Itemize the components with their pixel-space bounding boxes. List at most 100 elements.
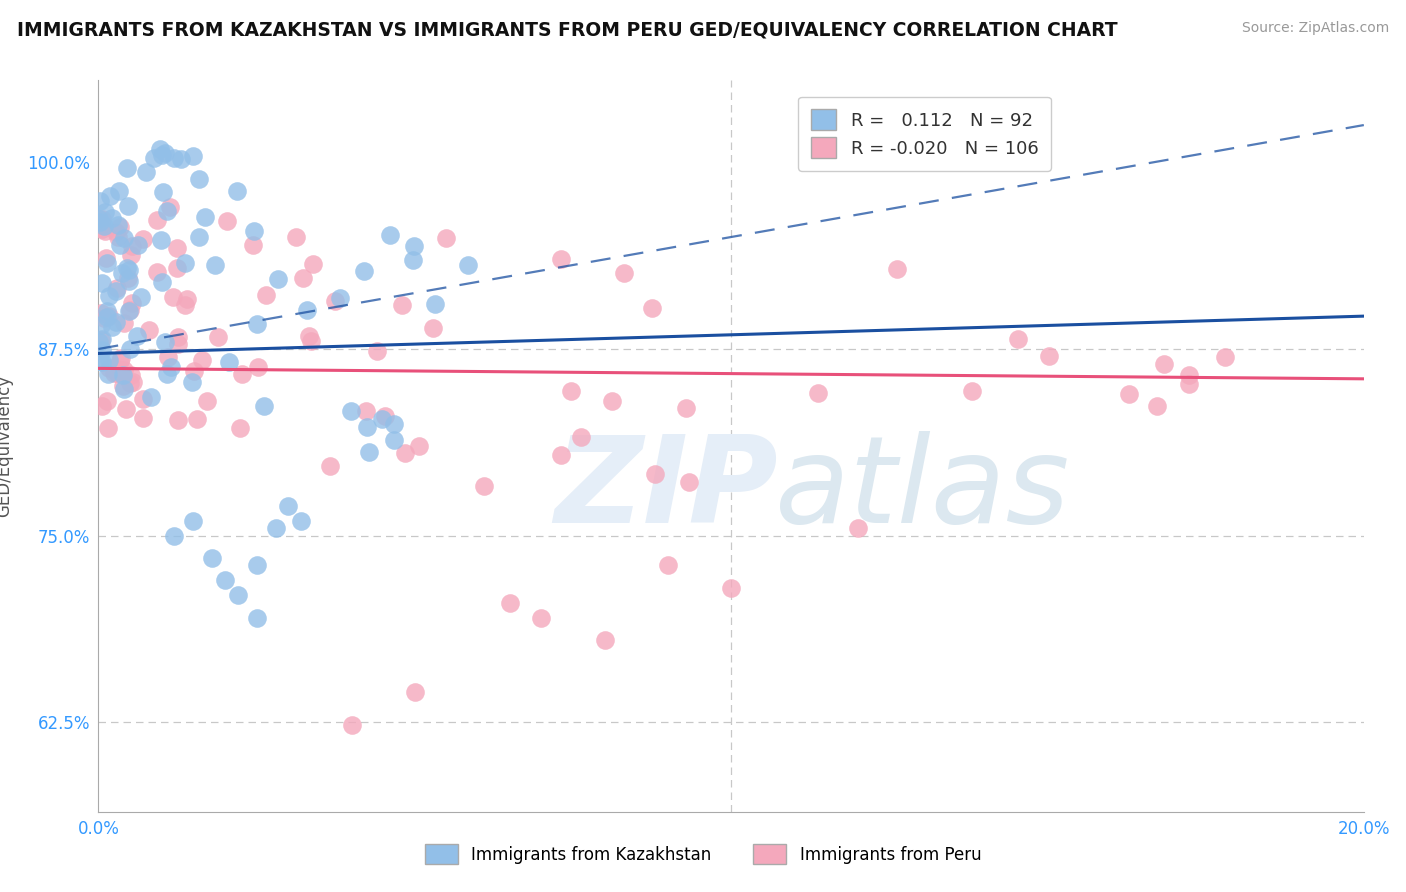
Point	[264, 521, 287, 535]
Point	[100, 211, 122, 226]
Point	[118, 263, 141, 277]
Point	[247, 359, 270, 374]
Point	[112, 316, 135, 330]
Point	[657, 558, 679, 573]
Point	[117, 199, 139, 213]
Point	[183, 514, 205, 528]
Point	[150, 275, 173, 289]
Point	[166, 241, 188, 255]
Point	[374, 409, 396, 423]
Point	[94, 224, 117, 238]
Point	[132, 410, 155, 425]
Point	[1007, 332, 1029, 346]
Point	[215, 214, 238, 228]
Point	[111, 266, 134, 280]
Point	[291, 271, 314, 285]
Point	[550, 252, 572, 267]
Point	[97, 368, 120, 382]
Point	[644, 467, 666, 482]
Point	[90, 318, 112, 333]
Point	[138, 322, 160, 336]
Point	[132, 232, 155, 246]
Point	[353, 264, 375, 278]
Point	[146, 212, 169, 227]
Point	[340, 404, 363, 418]
Point	[329, 291, 352, 305]
Point	[1153, 357, 1175, 371]
Point	[112, 231, 135, 245]
Point	[290, 514, 312, 528]
Point	[366, 344, 388, 359]
Point	[108, 220, 131, 235]
Point	[181, 375, 204, 389]
Text: IMMIGRANTS FROM KAZAKHSTAN VS IMMIGRANTS FROM PERU GED/EQUIVALENCY CORRELATION C: IMMIGRANTS FROM KAZAKHSTAN VS IMMIGRANTS…	[17, 21, 1118, 39]
Legend: Immigrants from Kazakhstan, Immigrants from Peru: Immigrants from Kazakhstan, Immigrants f…	[418, 838, 988, 871]
Point	[101, 319, 124, 334]
Point	[112, 382, 135, 396]
Point	[90, 343, 112, 358]
Point	[120, 368, 142, 383]
Point	[267, 272, 290, 286]
Point	[675, 401, 697, 416]
Point	[246, 558, 269, 573]
Point	[174, 298, 197, 312]
Point	[246, 610, 269, 624]
Point	[149, 142, 172, 156]
Point	[187, 172, 209, 186]
Point	[356, 419, 378, 434]
Point	[91, 211, 114, 226]
Point	[340, 718, 363, 732]
Point	[118, 304, 141, 318]
Point	[96, 255, 118, 269]
Point	[156, 203, 179, 218]
Point	[391, 298, 413, 312]
Point	[207, 330, 229, 344]
Point	[107, 229, 129, 244]
Point	[382, 434, 405, 448]
Point	[550, 448, 572, 462]
Point	[96, 393, 118, 408]
Point	[156, 367, 179, 381]
Point	[641, 301, 664, 316]
Point	[97, 361, 120, 376]
Point	[169, 153, 191, 167]
Point	[253, 399, 276, 413]
Point	[153, 146, 176, 161]
Point	[163, 528, 186, 542]
Point	[254, 287, 277, 301]
Point	[117, 271, 139, 285]
Point	[176, 292, 198, 306]
Point	[423, 297, 446, 311]
Point	[167, 413, 190, 427]
Point	[323, 293, 346, 308]
Point	[104, 225, 127, 239]
Point	[298, 328, 321, 343]
Point	[404, 685, 426, 699]
Point	[87, 211, 110, 226]
Point	[96, 310, 118, 324]
Point	[195, 393, 218, 408]
Point	[150, 233, 173, 247]
Point	[190, 352, 212, 367]
Point	[98, 289, 121, 303]
Point	[111, 368, 134, 382]
Point	[114, 363, 136, 377]
Point	[107, 362, 129, 376]
Point	[186, 412, 208, 426]
Point	[1038, 349, 1060, 363]
Point	[89, 334, 111, 348]
Point	[593, 633, 616, 648]
Point	[91, 332, 114, 346]
Point	[302, 257, 325, 271]
Point	[139, 390, 162, 404]
Point	[382, 417, 405, 432]
Point	[91, 221, 114, 235]
Point	[218, 355, 240, 369]
Point	[569, 430, 592, 444]
Point	[231, 367, 253, 381]
Point	[135, 165, 157, 179]
Point	[846, 521, 869, 535]
Point	[115, 401, 138, 416]
Point	[807, 386, 830, 401]
Point	[89, 353, 111, 368]
